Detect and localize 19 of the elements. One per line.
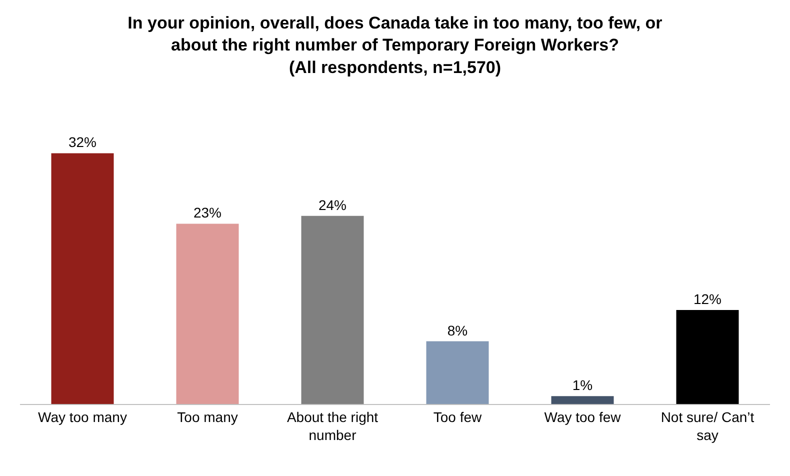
data-label: 24%	[318, 196, 347, 213]
data-label: 12%	[693, 290, 722, 307]
chart-title: In your opinion, overall, does Canada take in too many, too few, or about the right number of Temporary Foreign Workers? (All respondents, n=1,570)	[128, 14, 663, 77]
x-tick-label: Too many	[177, 408, 238, 425]
bar	[676, 310, 739, 404]
x-tick-label: Way too few	[544, 408, 622, 425]
data-label: 1%	[572, 377, 593, 394]
data-label: 8%	[447, 322, 468, 338]
bar	[51, 153, 114, 404]
bar	[176, 224, 239, 404]
bar	[551, 396, 614, 404]
x-tick-label: Way too many	[38, 408, 127, 425]
bar	[301, 216, 364, 404]
data-label: 23%	[193, 204, 222, 221]
x-tick-label: Not sure/ Can’t say	[660, 408, 754, 443]
bar	[426, 341, 489, 404]
data-label: 32%	[68, 134, 97, 150]
x-tick-label: Too few	[433, 408, 483, 425]
x-tick-label: About the right number	[286, 408, 378, 443]
